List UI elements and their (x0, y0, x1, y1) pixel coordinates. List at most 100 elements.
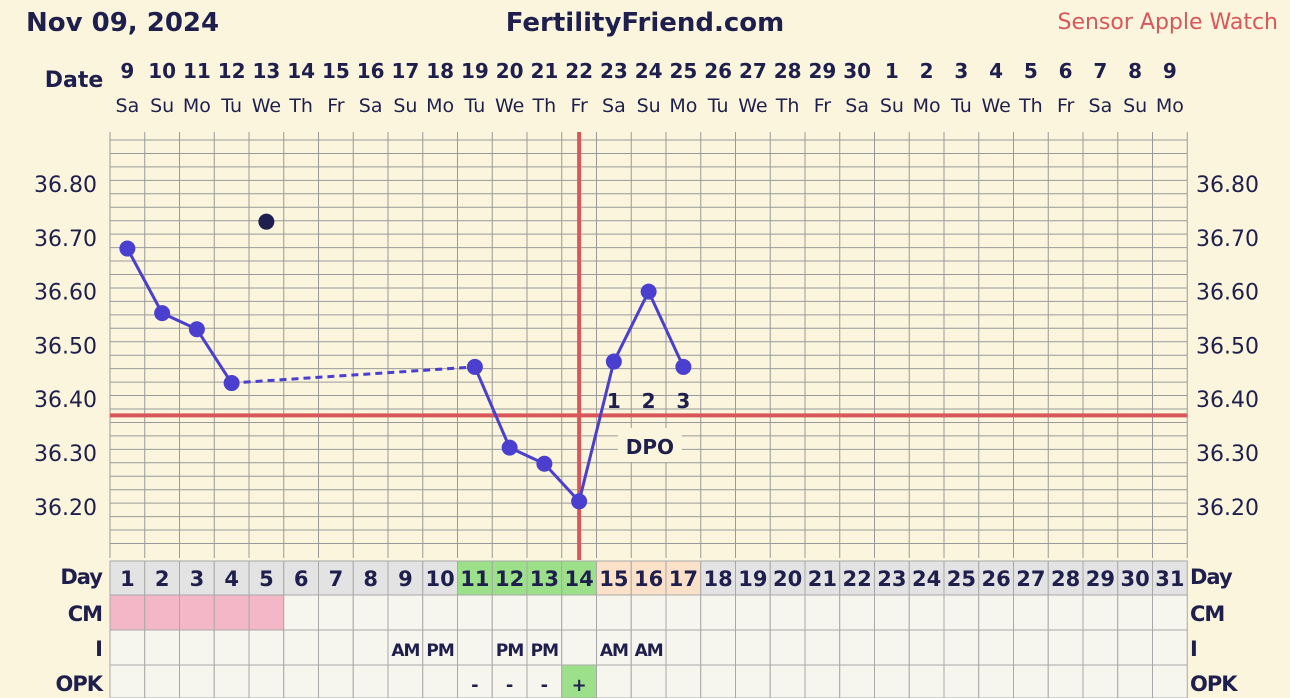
day-row-cell (735, 629, 771, 666)
weekday-label: Tu (463, 95, 485, 117)
sensor-label: Sensor Apple Watch (1057, 10, 1278, 35)
day-row-cell (144, 664, 180, 698)
day-row-cell (1013, 560, 1049, 596)
day-row-cell (1117, 560, 1153, 596)
date-label: 9 (120, 59, 134, 83)
day-row-cell (213, 629, 250, 666)
temperature-point (154, 305, 171, 322)
opk-mark: - (541, 675, 548, 696)
day-row-cell (144, 560, 180, 596)
date-label: 10 (148, 59, 176, 83)
day-row-cell (665, 629, 702, 666)
dpo-number: 2 (642, 389, 656, 413)
day-row-cell (422, 664, 458, 698)
cycle-day-number: 25 (947, 567, 976, 591)
intercourse-mark: PM (496, 641, 523, 661)
day-row-cell (1082, 629, 1119, 666)
cycle-day-number: 2 (155, 567, 170, 591)
day-row-cell (1082, 560, 1119, 596)
dpo-number: 1 (607, 389, 621, 413)
cycle-day-number: 24 (912, 567, 941, 591)
day-row-cell (874, 594, 910, 631)
weekday-label: Mo (913, 95, 941, 117)
weekday-label: Sa (845, 95, 869, 117)
intercourse-mark: AM (391, 641, 419, 661)
day-row-cell (908, 629, 945, 666)
cycle-day-number: 12 (495, 567, 524, 591)
day-row-cell (1117, 664, 1153, 698)
cycle-day-number: 22 (843, 567, 872, 591)
day-row-cell (318, 664, 354, 698)
date-label: 27 (739, 59, 767, 83)
y-tick-label-left: 36.50 (34, 334, 97, 359)
cycle-day-number: 31 (1155, 567, 1184, 591)
day-row-cell (1013, 664, 1049, 698)
date-label: 24 (635, 59, 663, 83)
weekday-label: We (738, 95, 767, 117)
date-label: 6 (1059, 59, 1073, 83)
i-row-label-left: I (95, 637, 102, 661)
temperature-line (126, 247, 164, 314)
temperature-point (571, 493, 588, 510)
intercourse-mark: PM (531, 641, 558, 661)
day-row-cell (908, 664, 945, 698)
cycle-day-number: 7 (329, 567, 344, 591)
weekday-label: Sa (602, 95, 626, 117)
cycle-day-number: 6 (294, 567, 309, 591)
weekday-label: Su (637, 95, 661, 117)
date-label: 2 (920, 59, 934, 83)
cycle-day-number: 17 (669, 567, 698, 591)
cycle-day-number: 16 (634, 567, 663, 591)
day-row-cell (630, 664, 667, 698)
intercourse-mark: AM (635, 641, 663, 661)
date-label: 17 (391, 59, 419, 83)
temperature-point (640, 283, 657, 300)
y-tick-label-left: 36.70 (34, 227, 97, 252)
day-row-cell (526, 594, 563, 631)
day-row-cell (943, 629, 980, 666)
day-row-cell (526, 629, 563, 666)
weekday-label: Su (1123, 95, 1147, 117)
day-row-cell (700, 594, 736, 631)
temperature-point (223, 375, 240, 392)
cycle-day-number: 29 (1086, 567, 1115, 591)
opk-row-label-left: OPK (55, 672, 103, 696)
day-row-cell (700, 664, 736, 698)
weekday-label: Sa (116, 95, 140, 117)
temperature-point (605, 353, 622, 370)
cycle-day-number: 30 (1121, 567, 1150, 591)
day-row-cell (179, 664, 215, 698)
day-row-cell (700, 629, 736, 666)
weekday-label: Sa (1089, 95, 1113, 117)
temperature-line (473, 366, 512, 449)
cycle-day-number: 21 (808, 567, 837, 591)
cm-row-label-left: CM (68, 602, 102, 626)
weekday-label: Mo (183, 95, 211, 117)
temperature-line (647, 290, 685, 368)
day-row-cell (943, 594, 980, 631)
date-label: 23 (600, 59, 628, 83)
day-row-cell (457, 594, 493, 631)
y-tick-label-right: 36.70 (1196, 227, 1259, 252)
day-row-cell (179, 629, 215, 666)
weekday-label: Mo (426, 95, 454, 117)
chart-start-date: Nov 09, 2024 (26, 8, 220, 38)
day-row-label-right: Day (1190, 565, 1233, 589)
day-row-cell (804, 664, 841, 698)
day-row-cell (318, 594, 354, 631)
day-row-cell (213, 664, 250, 698)
temperature-point (119, 240, 136, 257)
weekday-label: Th (775, 95, 800, 117)
day-row-cell (387, 594, 424, 631)
temperature-point (536, 455, 553, 472)
date-label: 19 (461, 59, 489, 83)
date-label: 9 (1163, 59, 1177, 83)
day-row-cell (596, 594, 632, 631)
day-row-cell (1082, 594, 1119, 631)
weekday-label: Sa (359, 95, 383, 117)
day-row-cell (213, 594, 250, 631)
temperature-point (501, 439, 518, 456)
day-row-cell (1117, 594, 1153, 631)
day-row-cell (804, 629, 841, 666)
cycle-day-number: 3 (190, 567, 205, 591)
